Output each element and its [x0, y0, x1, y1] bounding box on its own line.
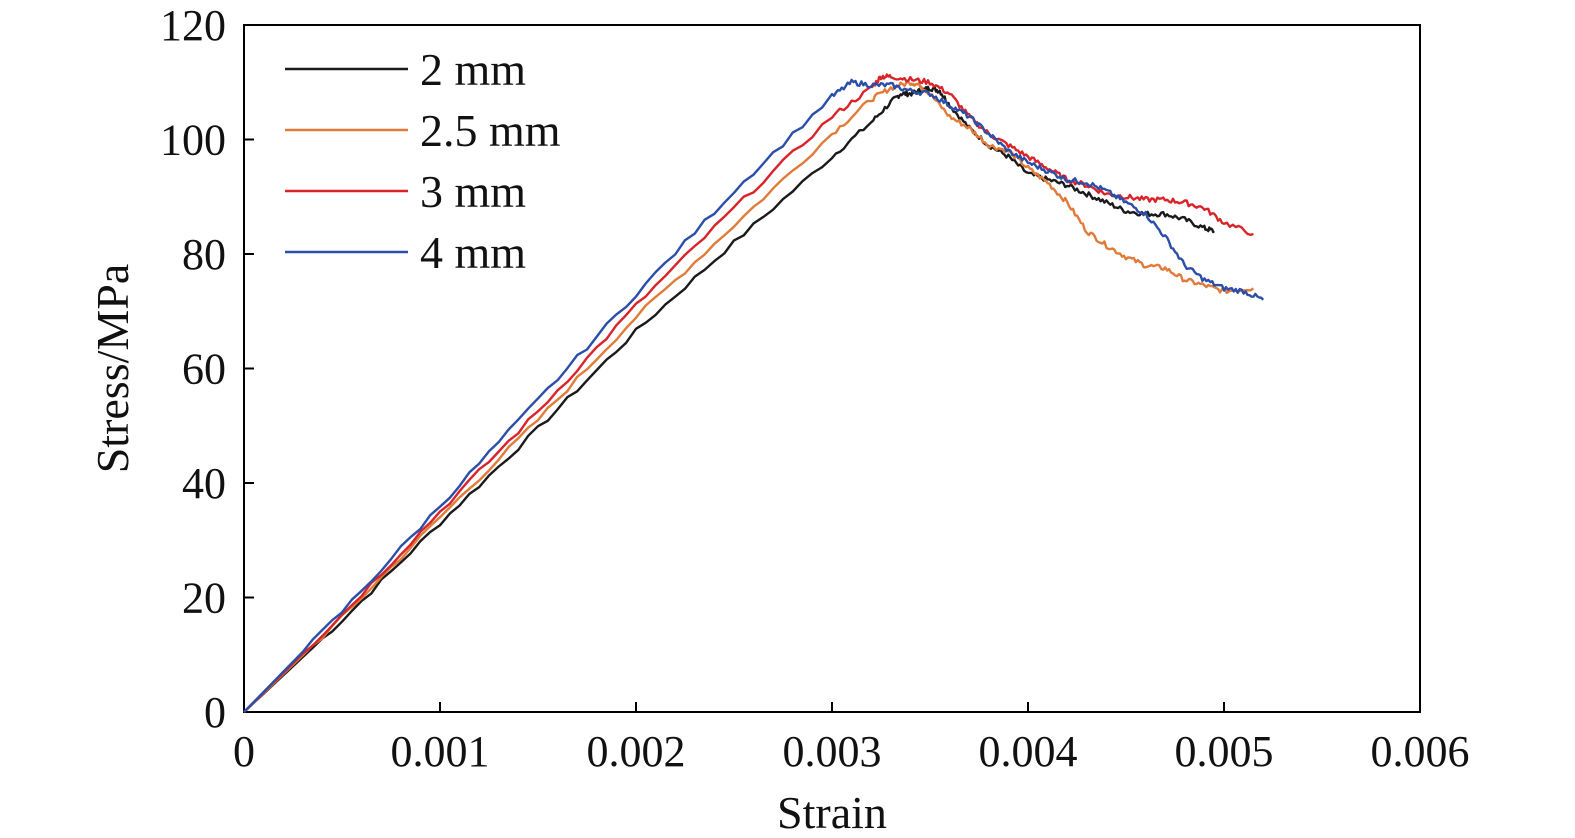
- legend-label: 3 mm: [420, 166, 526, 217]
- y-tick-label: 20: [182, 574, 226, 623]
- y-tick-label: 0: [204, 688, 226, 737]
- x-tick-label: 0.003: [783, 727, 882, 776]
- y-tick-label: 60: [182, 345, 226, 394]
- series-line-2-5-mm: [243, 80, 1255, 713]
- y-tick-label: 120: [160, 1, 226, 50]
- x-axis-label: Strain: [777, 787, 887, 838]
- x-tick-label: 0.005: [1175, 727, 1274, 776]
- series-line-3-mm: [243, 73, 1254, 713]
- legend-label: 2 mm: [420, 44, 526, 95]
- x-tick-label: 0.002: [587, 727, 686, 776]
- y-axis-label: Stress/MPa: [87, 264, 138, 474]
- y-tick-label: 100: [160, 116, 226, 165]
- x-tick-label: 0.004: [979, 727, 1078, 776]
- series-line-4-mm: [243, 78, 1265, 713]
- axes: 0 0.001 0.002 0.003 0.004 0.005 0.006 0 20 40 60 80…: [160, 1, 1470, 776]
- legend: 2 mm 2.5 mm 3 mm 4 mm: [285, 44, 561, 278]
- y-tick-label: 80: [182, 230, 226, 279]
- y-tick-label: 40: [182, 459, 226, 508]
- legend-label: 2.5 mm: [420, 105, 561, 156]
- series-lines: [243, 73, 1265, 713]
- legend-label: 4 mm: [420, 227, 526, 278]
- x-tick-label: 0: [233, 727, 255, 776]
- x-tick-label: 0.006: [1371, 727, 1470, 776]
- x-tick-label: 0.001: [391, 727, 490, 776]
